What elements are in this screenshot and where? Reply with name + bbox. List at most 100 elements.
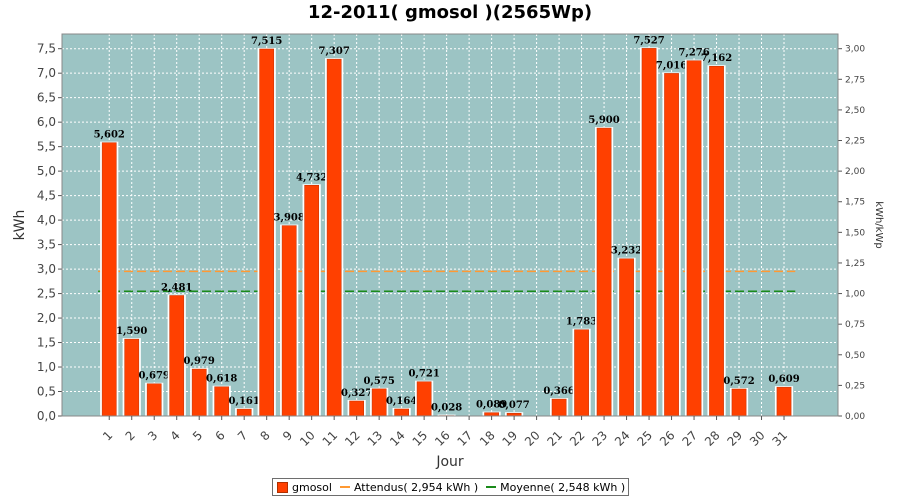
y2-tick-label: 0,50 xyxy=(845,351,865,361)
data-label: 0,164 xyxy=(386,396,417,407)
y-tick-label: 2,0 xyxy=(37,311,56,325)
data-label: 0,979 xyxy=(184,356,215,367)
y-tick-label: 0,5 xyxy=(37,385,56,399)
y-tick-label: 7,0 xyxy=(37,66,56,80)
y-tick-label: 1,5 xyxy=(37,336,56,350)
legend-item-gmosol: gmosol xyxy=(277,481,332,494)
bar xyxy=(371,388,387,417)
bar xyxy=(214,386,230,417)
data-label: 0,161 xyxy=(229,396,260,407)
y2-tick-label: 1,00 xyxy=(845,290,865,300)
y-tick-label: 7,5 xyxy=(37,42,56,56)
data-label: 7,276 xyxy=(678,48,709,59)
x-tick-label: 1 xyxy=(100,428,115,443)
legend-item-moyenne: Moyenne( 2,548 kWh ) xyxy=(486,481,625,494)
bar xyxy=(686,60,702,417)
legend-swatch-attendus xyxy=(339,486,350,488)
bar-outline xyxy=(437,414,456,416)
x-tick-label: 12 xyxy=(342,428,363,449)
x-axis-title: Jour xyxy=(435,454,464,470)
bar xyxy=(326,58,342,417)
x-tick-label: 22 xyxy=(567,428,588,449)
data-label: 1,590 xyxy=(116,326,147,337)
x-tick-label: 17 xyxy=(455,428,476,449)
data-label: 0,679 xyxy=(139,371,170,382)
bar xyxy=(551,398,567,417)
bar xyxy=(776,386,792,417)
legend-label-attendus: Attendus( 2,954 kWh ) xyxy=(353,480,479,494)
data-label: 0,327 xyxy=(341,388,372,399)
y-tick-label: 2,5 xyxy=(37,287,56,301)
data-label: 5,602 xyxy=(94,130,125,141)
chart-title: 12-2011( gmosol )(2565Wp) xyxy=(307,2,593,23)
bar xyxy=(101,142,117,417)
x-tick-label: 15 xyxy=(410,428,431,449)
x-tick-label: 2 xyxy=(123,428,138,443)
data-label: 0,575 xyxy=(363,376,394,387)
y-tick-label: 4,0 xyxy=(37,213,56,227)
y2-tick-label: 2,50 xyxy=(845,106,865,116)
bar xyxy=(619,258,634,417)
y-tick-label: 5,5 xyxy=(37,140,56,154)
legend-swatch-moyenne xyxy=(486,486,497,488)
y2-tick-label: 1,75 xyxy=(845,198,865,208)
x-tick-label: 4 xyxy=(168,428,183,443)
data-label: 7,527 xyxy=(633,35,664,46)
x-tick-label: 19 xyxy=(500,428,521,449)
y2-tick-label: 1,50 xyxy=(845,228,865,238)
x-tick-label: 5 xyxy=(190,428,205,443)
y-tick-label: 6,0 xyxy=(37,115,56,129)
data-label: 1,783 xyxy=(566,317,597,328)
data-label: 0,609 xyxy=(768,374,799,385)
legend-label-moyenne: Moyenne( 2,548 kWh ) xyxy=(500,480,626,494)
y-tick-label: 3,5 xyxy=(37,238,56,252)
legend-item-attendus: Attendus( 2,954 kWh ) xyxy=(339,480,479,494)
x-tick-label: 21 xyxy=(545,428,566,449)
data-label: 0,618 xyxy=(206,374,237,385)
data-label: 3,232 xyxy=(611,246,642,257)
bar xyxy=(259,48,275,417)
x-tick-label: 27 xyxy=(679,428,700,449)
x-tick-label: 6 xyxy=(213,428,228,443)
y-axis-title: kWh xyxy=(12,210,28,241)
x-tick-label: 13 xyxy=(365,428,386,449)
data-label: 7,016 xyxy=(656,60,687,71)
y2-axis-title: kWh/kWp xyxy=(873,201,884,248)
legend-label-gmosol: gmosol xyxy=(292,480,332,494)
y-tick-label: 1,0 xyxy=(37,360,56,374)
y2-tick-label: 0,25 xyxy=(845,381,865,391)
data-label: 3,908 xyxy=(274,213,305,224)
data-label: 0,077 xyxy=(498,400,529,411)
bar xyxy=(664,73,679,417)
data-label: 0,572 xyxy=(723,376,754,387)
x-tick-label: 16 xyxy=(432,428,453,449)
plot-border xyxy=(61,33,839,417)
y2-tick-label: 2,25 xyxy=(845,137,865,147)
bar xyxy=(236,408,252,417)
data-label: 0,028 xyxy=(431,403,462,414)
legend: gmosol Attendus( 2,954 kWh ) Moyenne( 2,… xyxy=(272,478,629,496)
bar xyxy=(731,388,747,417)
data-label: 2,481 xyxy=(161,282,192,293)
y2-tick-label: 3,00 xyxy=(845,45,865,55)
data-label: 7,307 xyxy=(318,46,349,57)
x-tick-label: 10 xyxy=(297,428,318,449)
bar xyxy=(709,65,724,417)
y-tick-label: 6,5 xyxy=(37,91,56,105)
x-tick-label: 3 xyxy=(145,428,160,443)
x-tick-label: 24 xyxy=(612,428,633,449)
x-tick-label: 7 xyxy=(235,428,250,443)
bar xyxy=(191,368,207,417)
data-label: 0,721 xyxy=(408,369,439,380)
x-tick-label: 11 xyxy=(320,428,341,449)
y2-tick-label: 0,75 xyxy=(845,320,865,330)
legend-swatch-gmosol xyxy=(277,481,288,493)
y2-tick-label: 1,25 xyxy=(845,259,865,269)
data-label: 0,366 xyxy=(543,386,574,397)
data-label: 4,732 xyxy=(296,172,327,183)
x-tick-label: 18 xyxy=(477,428,498,449)
bar xyxy=(484,412,499,417)
y2-tick-label: 2,75 xyxy=(845,75,865,85)
bar xyxy=(394,408,409,417)
